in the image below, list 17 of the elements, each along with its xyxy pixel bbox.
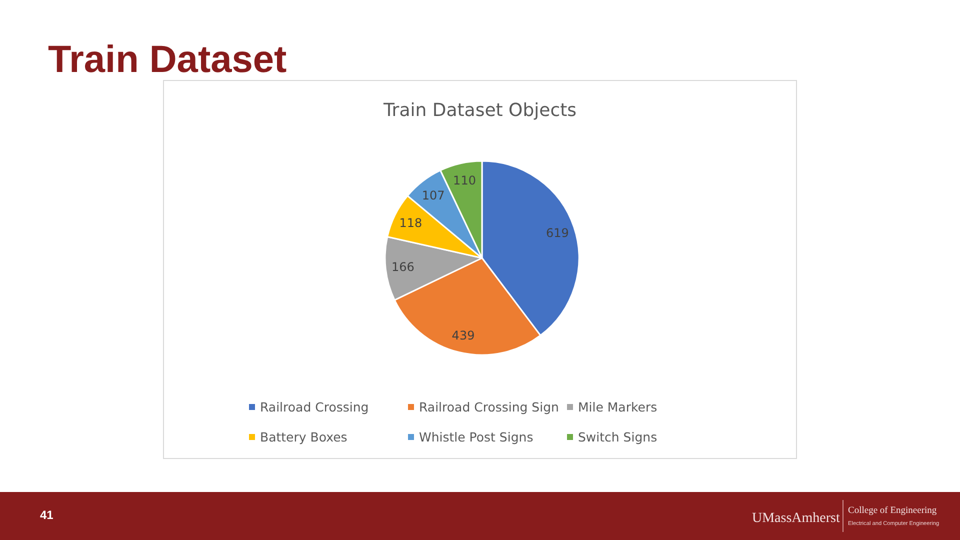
data-label: 107 [422,188,445,202]
data-label: 619 [546,226,569,240]
legend-label: Railroad Crossing [260,399,369,414]
text: 41 [40,508,54,522]
data-label: 439 [452,328,475,342]
legend-label: Railroad Crossing Sign [419,399,559,414]
data-label: 118 [399,216,422,230]
data-label: 166 [392,260,414,274]
data-label: 110 [453,174,476,188]
legend-label: Switch Signs [578,429,658,444]
legend-label: Battery Boxes [260,429,348,444]
text: UMassAmherst [752,511,840,526]
chart-subtitle: Train Dataset Objects [382,100,577,121]
legend-label: Mile Markers [578,399,658,414]
legend-label: Whistle Post Signs [419,429,534,444]
chart-title: Train Dataset [48,39,287,81]
text: College of Engineering [848,506,937,516]
